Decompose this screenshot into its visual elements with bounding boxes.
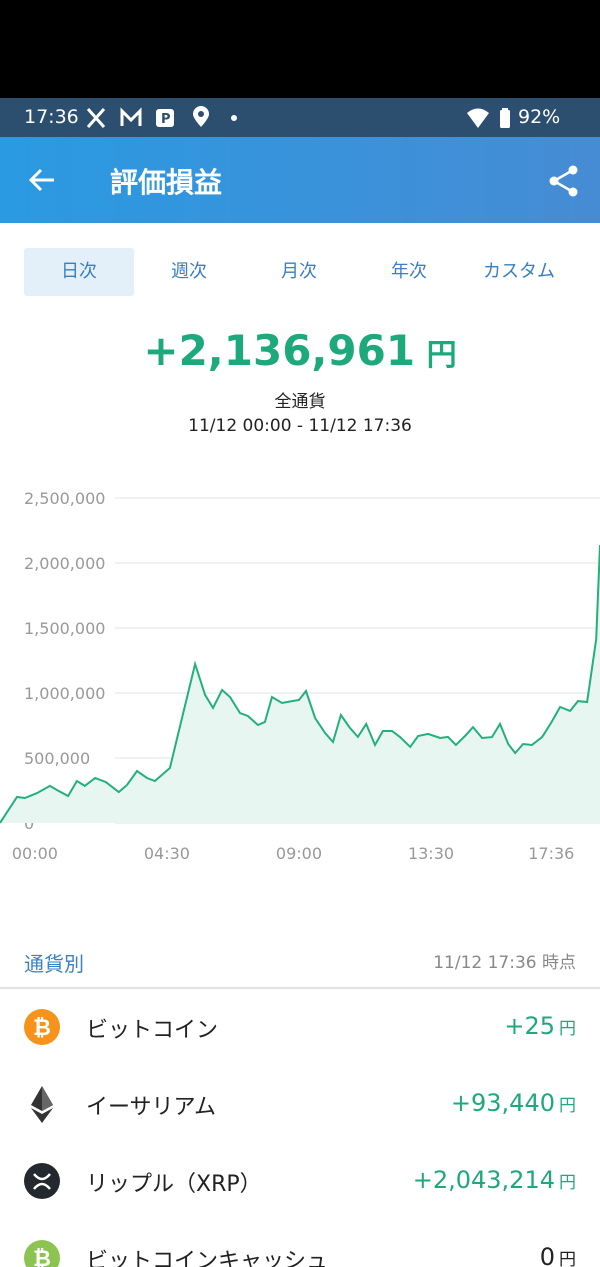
x-tick-label: 00:00 bbox=[12, 844, 58, 863]
x-tick-label: 17:36 bbox=[528, 844, 574, 863]
y-tick-label: 2,500,000 bbox=[24, 489, 105, 508]
chart: 0 500,000 1,000,000 1,500,000 2,000,000 2,500… bbox=[0, 489, 600, 863]
line bbox=[0, 545, 600, 824]
battery-level: 92% bbox=[518, 106, 561, 128]
area bbox=[0, 545, 600, 823]
x-tick-label: 09:00 bbox=[276, 844, 322, 863]
back-button[interactable] bbox=[28, 167, 56, 193]
date-range: 11/12 00:00 - 11/12 17:36 bbox=[188, 416, 412, 436]
asset-amount: +93,440 bbox=[450, 1089, 555, 1117]
total-unit: 円 bbox=[426, 338, 457, 373]
x-tick-label: 13:30 bbox=[408, 844, 454, 863]
divider bbox=[0, 987, 600, 989]
share-button[interactable] bbox=[548, 165, 580, 197]
asset-amount: +25 bbox=[504, 1012, 555, 1040]
status-bar: 17:36 P 92% bbox=[0, 98, 600, 137]
asset-unit: 円 bbox=[559, 1019, 576, 1039]
status-time: 17:36 bbox=[24, 106, 79, 128]
y-tick-label: 2,000,000 bbox=[24, 554, 105, 573]
tab[interactable]: 日次 bbox=[24, 248, 134, 296]
total-amount: +2,136,961 bbox=[143, 326, 416, 375]
asset-value: +93,440 円 bbox=[451, 1089, 576, 1117]
asset-name: ビットコイン bbox=[86, 1018, 219, 1043]
section-timestamp: 11/12 17:36 時点 bbox=[433, 953, 576, 973]
page-title: 評価損益 bbox=[110, 166, 223, 199]
asset-name: ビットコインキャッシュ bbox=[86, 1249, 329, 1267]
section-title: 通貨別 bbox=[24, 952, 84, 976]
scope: 全通貨 bbox=[274, 392, 326, 412]
asset-name: リップル（XRP） bbox=[86, 1172, 262, 1197]
y-tick-label: 1,500,000 bbox=[24, 619, 105, 638]
svg-text:₿: ₿ bbox=[33, 1016, 51, 1041]
tab[interactable]: 年次 bbox=[391, 261, 427, 282]
coin-icons: ₿ ₿ bbox=[24, 1009, 60, 1267]
tab[interactable]: 月次 bbox=[281, 261, 317, 282]
asset-value: +2,043,214 円 bbox=[413, 1166, 576, 1194]
svg-text:₿: ₿ bbox=[33, 1247, 51, 1267]
top-black bbox=[0, 0, 600, 98]
asset-amount: 0 bbox=[539, 1243, 555, 1267]
status-icons: P bbox=[86, 106, 237, 128]
asset-unit: 円 bbox=[559, 1250, 576, 1267]
y-tick-label: 0 bbox=[24, 814, 34, 833]
app-bar: 評価損益 bbox=[0, 137, 600, 223]
y-tick-label: 500,000 bbox=[24, 749, 90, 768]
total: +2,136,961 円 bbox=[0, 326, 600, 375]
tab[interactable]: 週次 bbox=[171, 261, 207, 282]
asset-unit: 円 bbox=[559, 1173, 576, 1193]
asset-name: イーサリアム bbox=[86, 1095, 217, 1120]
x-tick-label: 04:30 bbox=[144, 844, 190, 863]
asset-value: +25 円 bbox=[504, 1012, 576, 1040]
tab[interactable]: カスタム bbox=[483, 261, 555, 282]
y-tick-label: 1,000,000 bbox=[24, 684, 105, 703]
wifi-battery bbox=[467, 108, 510, 128]
svg-text:P: P bbox=[161, 112, 171, 127]
asset-amount: +2,043,214 bbox=[412, 1166, 555, 1194]
asset-unit: 円 bbox=[559, 1096, 576, 1116]
